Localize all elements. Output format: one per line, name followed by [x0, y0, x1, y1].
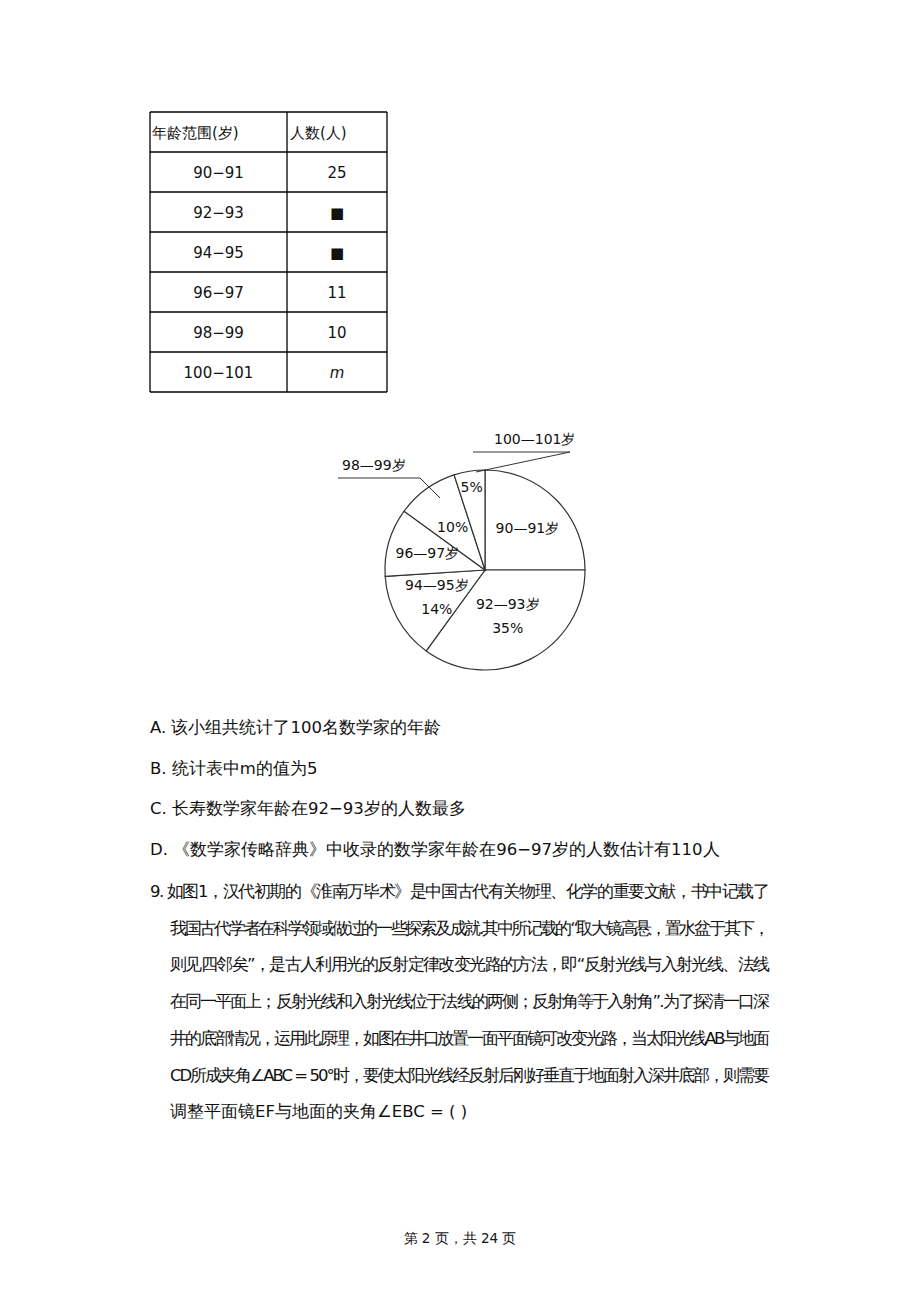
pie-label: 90—91岁	[496, 520, 560, 536]
question-line: 则见四邻矣”，是古人利用光的反射定律改变光路的方法，即“反射光线与入射光线、法线	[170, 955, 770, 974]
pie-label: 92—93岁	[476, 596, 540, 612]
table-cell: ■	[330, 204, 344, 222]
pie-slice	[485, 470, 585, 570]
table-rule	[150, 391, 387, 392]
leader-line	[338, 478, 440, 498]
table-cell: 92−93	[193, 204, 244, 222]
table-cell: 10	[327, 324, 346, 342]
pie-value-label: 14%	[421, 601, 452, 617]
leader-line	[473, 452, 570, 472]
table-cell: 100−101	[184, 364, 254, 382]
question-line: 我国古代学者在科学领域做过的一些探索及成就.其中所记载的“取大镜高悬，置水盆于其…	[170, 919, 770, 938]
pie-value-label: 35%	[492, 620, 523, 636]
page: 年龄范围(岁) 人数(人) 90−91 25 92−93 ■ 94−95 ■ 96−97 11 98…	[0, 0, 920, 1302]
table-rule	[150, 231, 387, 232]
table-cell: 98−99	[193, 324, 244, 342]
table-rule	[386, 112, 387, 392]
table-rule	[150, 151, 387, 152]
pie-value-label: 5%	[461, 479, 483, 495]
table-header: 年龄范围(岁)	[152, 124, 239, 142]
table-cell: 94−95	[193, 244, 244, 262]
table-cell: m	[330, 364, 345, 382]
pie-slice	[385, 570, 485, 651]
pie	[385, 470, 585, 670]
table-rule	[149, 112, 150, 392]
table-cell: 11	[327, 284, 346, 302]
question-line: CD所成夹角∠ABC = 50°时，要使太阳光线经反射后刚好垂直于地面射入深井底…	[170, 1066, 770, 1085]
pie-label: 100—101岁	[494, 431, 575, 447]
table-rule	[150, 111, 387, 112]
pie-label: 96—97岁	[396, 545, 460, 561]
option: A. 该小组共统计了100名数学家的年龄	[150, 718, 441, 737]
table-rule	[150, 311, 387, 312]
table-cell: 25	[327, 164, 346, 182]
option: B. 统计表中m的值为5	[150, 759, 317, 778]
option: C. 长寿数学家年龄在92−93岁的人数最多	[150, 799, 466, 818]
option: D. 《数学家传略辞典》中收录的数学家年龄在96−97岁的人数估计有110人	[150, 840, 720, 859]
table-cell: 96−97	[193, 284, 244, 302]
question-line: 9. 如图1，汉代初期的《淮南万毕术》是中国古代有关物理、化学的重要文献，书中记…	[150, 882, 770, 901]
table-cell: 90−91	[193, 164, 244, 182]
pie-label: 94—95岁	[405, 577, 469, 593]
question-line: 井的底部情况，运用此原理，如图在井口放置一面平面镜可改变光路，当太阳光线AB与地…	[170, 1029, 770, 1048]
table-rule	[150, 191, 387, 192]
table-rule	[286, 112, 287, 392]
question-line: 在同一平面上；反射光线和入射光线位于法线的两侧；反射角等于入射角”.为了探清一口…	[170, 992, 770, 1011]
table-rule	[150, 271, 387, 272]
table-cell: ■	[330, 244, 344, 262]
question-line: 调整平面镜EF与地面的夹角∠EBC = ( )	[170, 1102, 467, 1121]
pie-value-label: 10%	[437, 519, 468, 535]
table-header: 人数(人)	[290, 124, 347, 142]
table	[150, 112, 387, 392]
page-footer: 第 2 页，共 24 页	[404, 1230, 517, 1246]
pie-label: 98—99岁	[342, 457, 406, 473]
table-rule	[150, 351, 387, 352]
